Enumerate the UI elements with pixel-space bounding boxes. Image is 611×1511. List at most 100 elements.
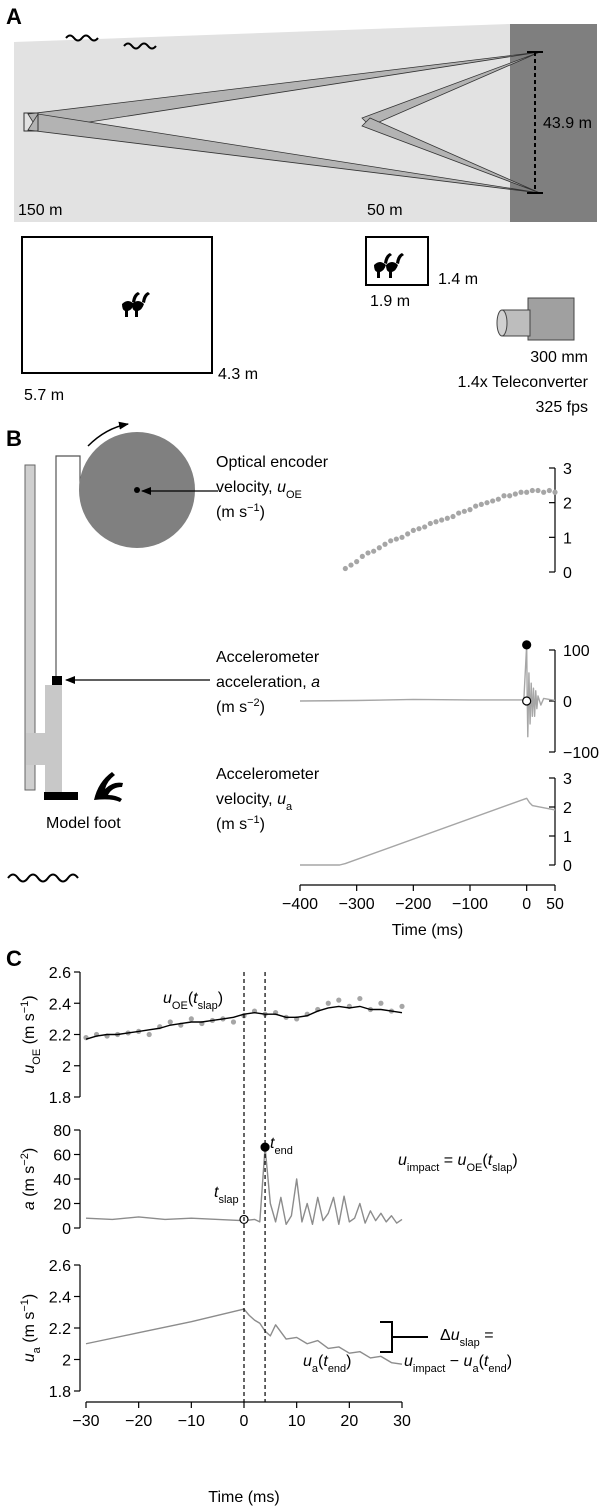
text-part: ) [260, 699, 265, 716]
text-part: u [398, 1152, 407, 1169]
y-tick-label: 2.2 [49, 1028, 71, 1045]
marker [522, 696, 532, 706]
text-part: (m s [21, 1013, 38, 1049]
text-part: impact [407, 1162, 439, 1174]
point [552, 489, 558, 495]
text-part: a [31, 1346, 43, 1353]
text-part: slap [218, 1194, 238, 1206]
y-tick-label: 40 [53, 1172, 71, 1189]
text-part: Δ [440, 1327, 451, 1344]
line [85, 1308, 403, 1365]
text-part: slap [198, 1000, 218, 1012]
text-part: Accelerometer [216, 766, 320, 783]
text-part: ) [21, 1294, 38, 1299]
text-part: velocity, [216, 791, 277, 808]
text-part: = [480, 1327, 494, 1344]
frame-width: 5.7 m [24, 387, 64, 404]
marker [522, 640, 532, 650]
text-part: a [312, 1363, 319, 1375]
rotation-arrow [87, 421, 129, 447]
x-tick-label: −300 [339, 896, 375, 913]
text-part: a [286, 801, 293, 813]
text-part: (m s [216, 816, 247, 833]
y-tick-label: 2 [563, 800, 572, 817]
point [512, 491, 518, 497]
text-part: ) [21, 1148, 38, 1153]
text-part: end [328, 1363, 346, 1375]
text-part: end [274, 1145, 292, 1157]
text-part: OE [172, 1000, 188, 1012]
text-part: ( [188, 990, 194, 1007]
point [546, 487, 552, 494]
x-tick-label: 0 [240, 1413, 249, 1430]
sensor-label: (m s−1) [216, 814, 265, 833]
y-tick-label: 100 [563, 643, 590, 660]
text-part: a [21, 1201, 38, 1210]
rail [24, 464, 36, 791]
text-part: ) [260, 816, 265, 833]
birds [122, 292, 150, 317]
y-tick-label: 2.6 [49, 1258, 71, 1275]
foot-label: Model foot [46, 815, 121, 832]
point [325, 1000, 331, 1006]
point [146, 1031, 152, 1038]
annotation: uOE(tslap) [163, 990, 223, 1012]
sensor-label: Accelerometer [216, 766, 320, 783]
text-part: −1 [19, 1299, 31, 1312]
x-tick-label: 30 [393, 1413, 411, 1430]
frame-height: 4.3 m [218, 366, 258, 383]
view-frame [23, 112, 39, 132]
point [529, 487, 535, 494]
text-part: t [270, 1135, 275, 1152]
x-axis-label: Time (ms) [208, 1489, 279, 1506]
text-part: ) [260, 504, 265, 521]
y-tick-label: 2 [62, 1353, 71, 1370]
x-tick-label: 50 [546, 896, 564, 913]
text-part: ( [318, 1353, 324, 1370]
y-tick-label: 1.8 [49, 1384, 71, 1401]
point [507, 493, 513, 499]
text-part: t [323, 1353, 328, 1370]
y-tick-label: 0 [563, 565, 572, 582]
text-part: (m s [21, 1312, 38, 1348]
y-tick-label: 0 [563, 694, 572, 711]
frame-height: 1.4 m [438, 271, 478, 288]
point [524, 489, 530, 495]
text-part: (m s [216, 504, 247, 521]
panel-label: B [6, 426, 22, 451]
point [456, 510, 462, 516]
view-cone [27, 113, 541, 194]
text-part: (m s [21, 1166, 38, 1202]
sensor-label: Optical encoder [216, 454, 329, 471]
point [444, 515, 450, 521]
point [541, 489, 547, 495]
point [473, 503, 479, 509]
annotation: Δuslap = [440, 1327, 494, 1349]
text-part: OE [466, 1162, 482, 1174]
text-part: u [21, 1065, 38, 1074]
text-part: = [439, 1152, 457, 1169]
text-part: t [214, 1184, 219, 1201]
point [467, 507, 473, 513]
text-part: a [472, 1363, 479, 1375]
camera [496, 297, 575, 341]
point [388, 538, 394, 544]
x-tick-label: −30 [72, 1413, 99, 1430]
point [359, 553, 365, 560]
x-tick-label: −400 [282, 896, 318, 913]
point [342, 565, 348, 572]
point [405, 531, 411, 537]
sensor-label: (m s−1) [216, 502, 265, 521]
birds [374, 253, 404, 278]
point [535, 487, 541, 494]
text-part: u [163, 990, 172, 1007]
text-part: slap [492, 1162, 512, 1174]
x-tick-label: 20 [340, 1413, 358, 1430]
x-axis-label: Time (ms) [392, 922, 463, 939]
point [461, 508, 467, 514]
y-axis-label: ua (m s−1) [19, 1294, 43, 1362]
line [299, 644, 556, 738]
slider-arm [26, 733, 62, 765]
text-part: ( [479, 1353, 485, 1370]
